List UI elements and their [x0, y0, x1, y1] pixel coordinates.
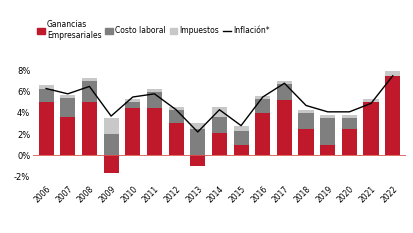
- Bar: [147, 92, 161, 108]
- Bar: [38, 85, 54, 89]
- Legend: Ganancias
Empresariales, Costo laboral, Impuestos, Inflación*: Ganancias Empresariales, Costo laboral, …: [37, 20, 269, 40]
- Bar: [384, 71, 399, 76]
- Bar: [233, 131, 248, 145]
- Bar: [276, 84, 291, 100]
- Bar: [384, 71, 399, 155]
- Bar: [38, 102, 54, 155]
- Bar: [276, 100, 291, 155]
- Bar: [254, 96, 270, 99]
- Bar: [103, 118, 119, 134]
- Bar: [147, 108, 161, 155]
- Bar: [168, 106, 183, 110]
- Bar: [125, 102, 140, 108]
- Bar: [254, 113, 270, 155]
- Bar: [233, 126, 248, 131]
- Bar: [319, 115, 335, 118]
- Bar: [60, 98, 75, 117]
- Bar: [341, 115, 356, 118]
- Bar: [38, 89, 54, 102]
- Bar: [363, 99, 378, 102]
- Bar: [298, 110, 313, 113]
- Bar: [276, 81, 291, 84]
- Bar: [211, 117, 226, 133]
- Bar: [341, 118, 356, 129]
- Bar: [211, 106, 226, 117]
- Bar: [190, 155, 205, 166]
- Bar: [298, 129, 313, 155]
- Bar: [190, 129, 205, 155]
- Bar: [82, 102, 97, 155]
- Bar: [125, 108, 140, 155]
- Bar: [168, 123, 183, 155]
- Bar: [211, 133, 226, 155]
- Bar: [319, 145, 335, 155]
- Bar: [254, 99, 270, 113]
- Bar: [103, 134, 119, 155]
- Bar: [298, 113, 313, 129]
- Bar: [103, 155, 119, 173]
- Bar: [319, 118, 335, 145]
- Bar: [168, 110, 183, 123]
- Bar: [82, 81, 97, 102]
- Bar: [147, 89, 161, 92]
- Bar: [384, 71, 399, 76]
- Bar: [233, 145, 248, 155]
- Bar: [125, 99, 140, 102]
- Bar: [60, 95, 75, 98]
- Bar: [82, 78, 97, 81]
- Bar: [190, 123, 205, 129]
- Bar: [363, 102, 378, 155]
- Bar: [341, 129, 356, 155]
- Bar: [60, 117, 75, 155]
